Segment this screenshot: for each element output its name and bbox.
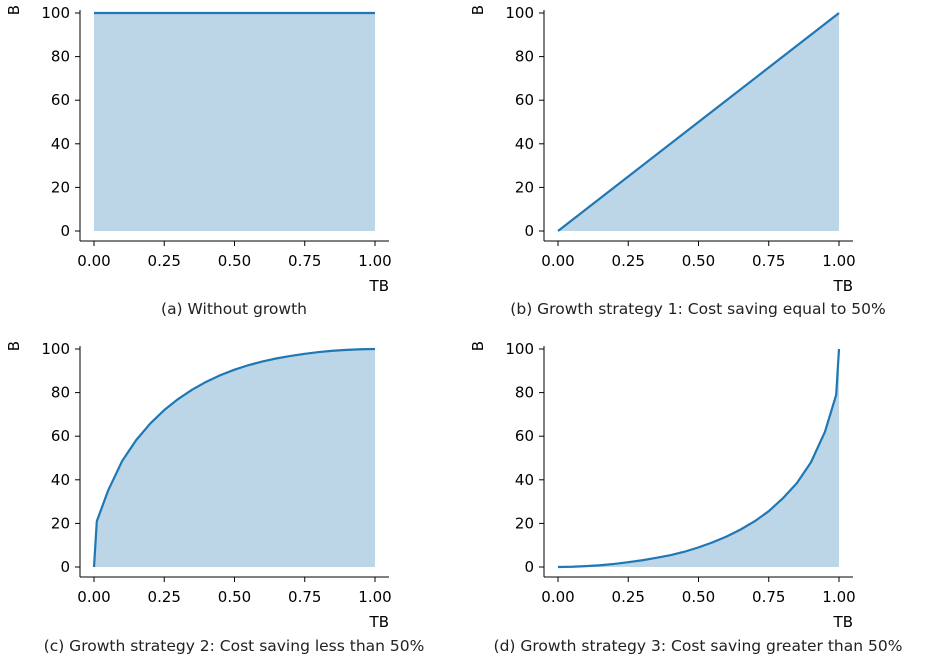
y-tick-label: 80 [515,384,534,402]
y-axis-label: B [469,5,487,15]
subplot-c: 0 20 40 60 80 100 0.00 0.25 0.50 0.75 1.00 TB B [0,336,460,640]
x-tick-label: 0.25 [612,252,645,270]
area-fill [558,349,839,567]
y-tick-label: 20 [51,178,70,196]
x-tick-label: 0.00 [77,252,110,270]
x-tick-label: 0.00 [541,252,574,270]
x-tick-label: 0.25 [148,252,181,270]
x-axis-label: TB [369,613,389,631]
y-axis-label: B [5,5,23,15]
caption-d: (d) Growth strategy 3: Cost saving great… [493,637,903,655]
y-tick-label: 100 [505,340,534,358]
x-tick-label: 1.00 [822,252,855,270]
y-tick-label: 80 [515,48,534,66]
y-tick-label: 40 [51,135,70,153]
x-tick-label: 0.75 [288,588,321,606]
chart-a: 0 20 40 60 80 100 0.00 0.25 0.50 0.75 1.00 TB B [5,4,392,295]
y-tick-label: 60 [515,427,534,445]
y-tick-label: 40 [515,471,534,489]
subplot-d: 0 20 40 60 80 100 0.00 0.25 0.50 0.75 1.00 TB B [464,336,924,640]
y-tick-label: 80 [51,48,70,66]
y-tick-label: 0 [524,222,534,240]
y-tick-label: 40 [51,471,70,489]
x-tick-label: 0.75 [752,588,785,606]
caption-b: (b) Growth strategy 1: Cost saving equal… [510,300,886,318]
y-tick-label: 80 [51,384,70,402]
x-tick-label: 0.50 [218,588,251,606]
y-tick-label: 20 [515,178,534,196]
x-axis-label: TB [833,613,853,631]
y-tick-label: 20 [515,514,534,532]
y-tick-label: 0 [60,222,70,240]
x-tick-label: 0.00 [77,588,110,606]
subplot-b: 0 20 40 60 80 100 0.00 0.25 0.50 0.75 1.00 TB B [464,0,924,304]
area-fill [94,13,375,231]
x-tick-label: 0.50 [682,252,715,270]
x-tick-label: 0.50 [682,588,715,606]
caption-c: (c) Growth strategy 2: Cost saving less … [43,637,425,655]
chart-c: 0 20 40 60 80 100 0.00 0.25 0.50 0.75 1.00 TB B [5,340,392,631]
x-axis-label: TB [369,277,389,295]
y-tick-label: 0 [524,558,534,576]
x-tick-label: 1.00 [822,588,855,606]
x-tick-label: 0.75 [288,252,321,270]
x-tick-label: 1.00 [358,588,391,606]
y-tick-label: 40 [515,135,534,153]
series-line [557,348,841,569]
x-tick-label: 1.00 [358,252,391,270]
x-tick-label: 0.25 [612,588,645,606]
series-line [92,347,376,568]
y-tick-label: 60 [515,91,534,109]
series-line [557,12,840,232]
x-tick-label: 0.75 [752,252,785,270]
y-axis-label: B [5,341,23,351]
x-tick-label: 0.50 [218,252,251,270]
caption-a: (a) Without growth [161,300,307,318]
x-axis-label: TB [833,277,853,295]
area-fill [94,349,375,567]
y-tick-label: 60 [51,91,70,109]
y-tick-label: 100 [41,4,70,22]
x-tick-label: 0.25 [148,588,181,606]
chart-d: 0 20 40 60 80 100 0.00 0.25 0.50 0.75 1.00 TB B [469,340,856,631]
subplot-a: 0 20 40 60 80 100 0.00 0.25 0.50 0.75 1.00 TB B [0,0,460,304]
y-tick-label: 100 [41,340,70,358]
y-tick-label: 100 [505,4,534,22]
y-tick-label: 0 [60,558,70,576]
y-axis-label: B [469,341,487,351]
y-tick-label: 20 [51,514,70,532]
y-tick-label: 60 [51,427,70,445]
chart-b: 0 20 40 60 80 100 0.00 0.25 0.50 0.75 1.00 TB B [469,4,856,295]
x-tick-label: 0.00 [541,588,574,606]
